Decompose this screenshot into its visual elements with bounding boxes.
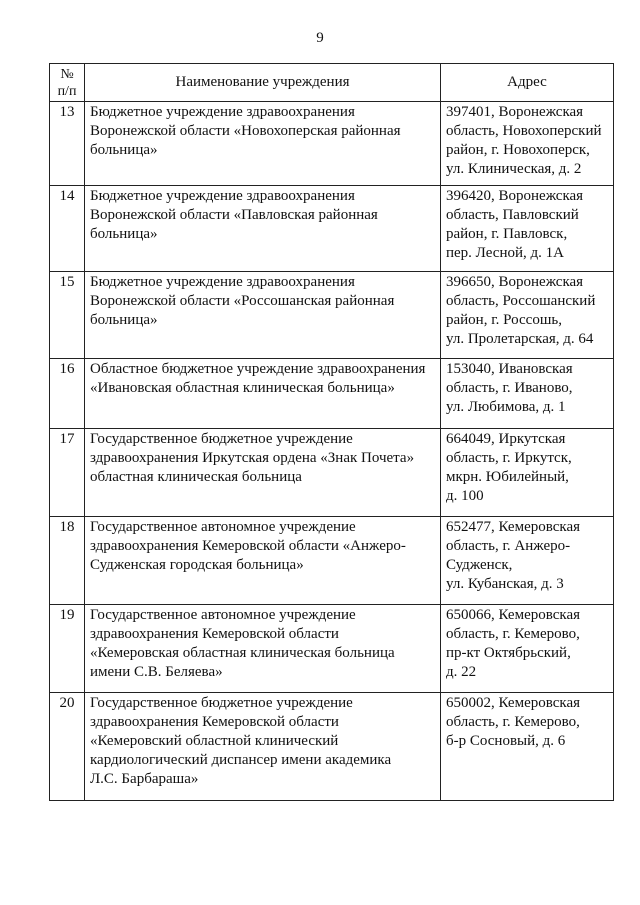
address-line: область, г. Анжеро-: [446, 538, 571, 554]
address-line: 652477, Кемеровская: [446, 519, 581, 535]
name-line: Судженская городская больница»: [90, 557, 304, 573]
cell-name: Государственное бюджетное учреждение здра…: [84, 428, 441, 517]
cell-name: Государственное бюджетное учреждение здра…: [84, 692, 441, 801]
address-line: район, г. Новохоперск,: [446, 142, 590, 158]
address-line: ул. Кубанская, д. 3: [446, 576, 564, 592]
name-line: здравоохранения Иркутская ордена «Знак П…: [90, 450, 415, 466]
row-number: 17: [49, 428, 85, 517]
cell-address: 397401, Воронежская область, Новохоперски…: [440, 101, 614, 186]
address-line: пер. Лесной, д. 1А: [446, 245, 564, 261]
name-line: Воронежской области «Россошанская районн…: [90, 293, 395, 309]
name-line: Воронежской области «Новохоперская район…: [90, 123, 401, 139]
row-number: 19: [49, 604, 85, 693]
address-line: область, Новохоперский: [446, 123, 602, 139]
row-number: 20: [49, 692, 85, 801]
address-line: область, г. Иваново,: [446, 380, 573, 396]
name-line: имени С.В. Беляева»: [90, 664, 223, 680]
row-number: 14: [49, 185, 85, 272]
cell-name: Государственное автономное учреждение здр…: [84, 604, 441, 693]
name-line: «Ивановская областная клиническая больни…: [90, 380, 395, 396]
address-line: д. 100: [446, 488, 484, 504]
row-number: 16: [49, 358, 85, 429]
cell-address: 652477, Кемеровская область, г. Анжеро- Су…: [440, 516, 614, 605]
table-row: 17 Государственное бюджетное учреждение зд…: [49, 428, 614, 517]
name-line: больница»: [90, 312, 158, 328]
table-row: 15 Бюджетное учреждение здравоохранения Во…: [49, 271, 614, 359]
table-row: 18 Государственное автономное учреждение з…: [49, 516, 614, 605]
institutions-table: № п/п Наименование учреждения Адрес 13 Бюд…: [49, 63, 614, 801]
header-num-line2: п/п: [57, 83, 77, 99]
name-line: Воронежской области «Павловская районная: [90, 207, 378, 223]
address-line: 650002, Кемеровская: [446, 695, 581, 711]
table-row: 20 Государственное бюджетное учреждение зд…: [49, 692, 614, 801]
name-line: кардиологический диспансер имени академи…: [90, 752, 392, 768]
header-address: Адрес: [440, 63, 614, 102]
name-line: больница»: [90, 226, 158, 242]
table-row: 19 Государственное автономное учреждение з…: [49, 604, 614, 693]
cell-name: Бюджетное учреждение здравоохранения Воро…: [84, 185, 441, 272]
name-line: здравоохранения Кемеровской области «Анж…: [90, 538, 406, 554]
cell-name: Государственное автономное учреждение здр…: [84, 516, 441, 605]
address-line: район, г. Павловск,: [446, 226, 568, 242]
name-line: «Кемеровский областной клинический: [90, 733, 339, 749]
name-line: здравоохранения Кемеровской области: [90, 626, 339, 642]
address-line: область, г. Кемерово,: [446, 714, 580, 730]
cell-name: Областное бюджетное учреждение здравоохр…: [84, 358, 441, 429]
cell-address: 664049, Иркутская область, г. Иркутск, мкр…: [440, 428, 614, 517]
name-line: Государственное бюджетное учреждение: [90, 431, 353, 447]
address-line: район, г. Россошь,: [446, 312, 562, 328]
cell-name: Бюджетное учреждение здравоохранения Воро…: [84, 101, 441, 186]
cell-name: Бюджетное учреждение здравоохранения Воро…: [84, 271, 441, 359]
address-line: 664049, Иркутская: [446, 431, 566, 447]
header-num-line1: №: [60, 66, 74, 82]
name-line: Бюджетное учреждение здравоохранения: [90, 104, 355, 120]
row-number: 13: [49, 101, 85, 186]
address-line: 397401, Воронежская: [446, 104, 584, 120]
table-header-row: № п/п Наименование учреждения Адрес: [49, 63, 614, 102]
address-line: пр-кт Октябрьский,: [446, 645, 571, 661]
name-line: Бюджетное учреждение здравоохранения: [90, 274, 355, 290]
name-line: областная клиническая больница: [90, 469, 302, 485]
cell-address: 650066, Кемеровская область, г. Кемерово,…: [440, 604, 614, 693]
address-line: область, г. Иркутск,: [446, 450, 572, 466]
header-num: № п/п: [49, 63, 85, 102]
address-line: 396420, Воронежская: [446, 188, 584, 204]
address-line: ул. Любимова, д. 1: [446, 399, 566, 415]
address-line: 153040, Ивановская: [446, 361, 573, 377]
address-line: область, г. Кемерово,: [446, 626, 580, 642]
cell-address: 396650, Воронежская область, Россошанский…: [440, 271, 614, 359]
address-line: ул. Пролетарская, д. 64: [446, 331, 594, 347]
row-number: 15: [49, 271, 85, 359]
name-line: «Кемеровская областная клиническая больн…: [90, 645, 395, 661]
address-line: область, Павловский: [446, 207, 579, 223]
address-line: мкрн. Юбилейный,: [446, 469, 569, 485]
address-line: область, Россошанский: [446, 293, 596, 309]
table-row: 14 Бюджетное учреждение здравоохранения Во…: [49, 185, 614, 272]
address-line: ул. Клиническая, д. 2: [446, 161, 582, 177]
cell-address: 650002, Кемеровская область, г. Кемерово,…: [440, 692, 614, 801]
address-line: Судженск,: [446, 557, 513, 573]
name-line: здравоохранения Кемеровской области: [90, 714, 339, 730]
cell-address: 153040, Ивановская область, г. Иваново, ул…: [440, 358, 614, 429]
page-number: 9: [316, 30, 324, 46]
name-line: Государственное автономное учреждение: [90, 607, 356, 623]
name-line: Бюджетное учреждение здравоохранения: [90, 188, 355, 204]
address-line: д. 22: [446, 664, 477, 680]
name-line: Областное бюджетное учреждение здравоохр…: [90, 361, 426, 377]
cell-address: 396420, Воронежская область, Павловский ра…: [440, 185, 614, 272]
address-line: б-р Сосновый, д. 6: [446, 733, 566, 749]
name-line: Государственное автономное учреждение: [90, 519, 356, 535]
table-row: 13 Бюджетное учреждение здравоохранения Во…: [49, 101, 614, 186]
name-line: больница»: [90, 142, 158, 158]
address-line: 650066, Кемеровская: [446, 607, 581, 623]
name-line: Л.С. Барбараша»: [90, 771, 199, 787]
header-name: Наименование учреждения: [84, 63, 441, 102]
table-row: 16 Областное бюджетное учреждение здравоо…: [49, 358, 614, 429]
address-line: 396650, Воронежская: [446, 274, 584, 290]
row-number: 18: [49, 516, 85, 605]
name-line: Государственное бюджетное учреждение: [90, 695, 353, 711]
